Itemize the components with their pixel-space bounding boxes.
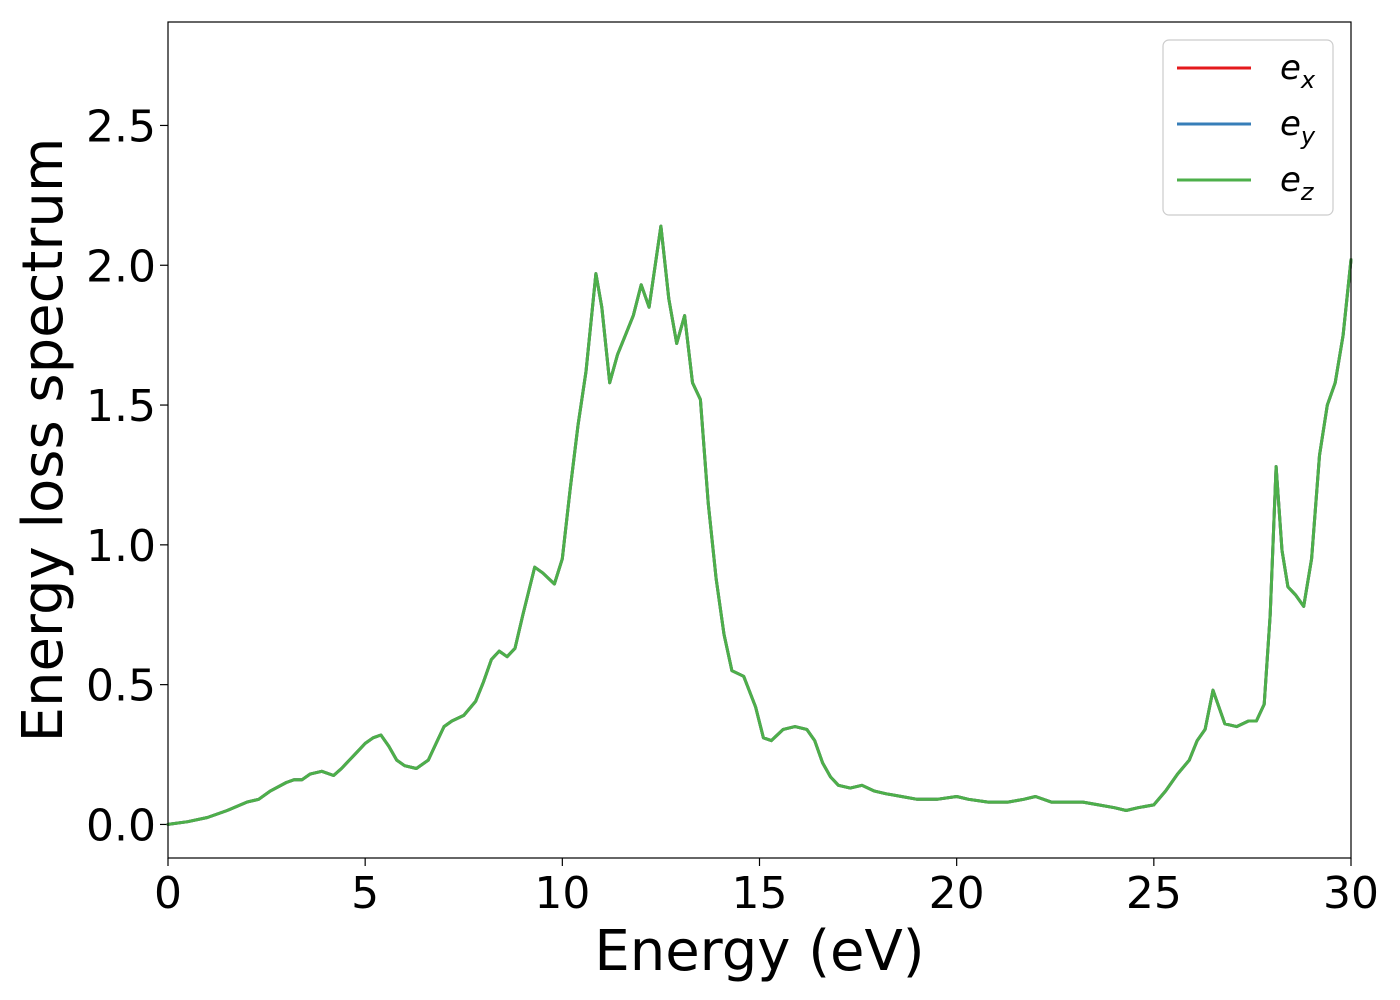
legend-label-base: e — [1280, 160, 1301, 200]
x-tick-label: 20 — [929, 868, 985, 919]
legend-label-subscript: x — [1300, 66, 1316, 94]
legend-label-subscript: y — [1300, 122, 1316, 150]
y-tick-label: 0.0 — [86, 800, 156, 851]
series-line-ex — [166, 224, 1353, 826]
x-tick-label: 30 — [1323, 868, 1379, 919]
series-line-ez — [166, 224, 1353, 826]
y-axis-title: Energy loss spectrum — [11, 138, 76, 743]
legend-box — [1162, 39, 1334, 216]
legend-label-subscript: z — [1300, 178, 1315, 206]
y-axis-ticks: 0.0 0.5 1.0 1.5 2.0 2.5 — [86, 101, 168, 851]
y-tick-label: 1.5 — [86, 381, 156, 432]
x-tick-label: 15 — [732, 868, 788, 919]
series-line-ey — [166, 224, 1353, 826]
x-tick-label: 10 — [534, 868, 590, 919]
plot-frame — [167, 21, 1352, 859]
y-tick-label: 0.5 — [86, 661, 156, 712]
legend-label-y: ey — [1280, 104, 1316, 150]
x-tick-label: 25 — [1126, 868, 1182, 919]
legend-label-base: e — [1280, 104, 1301, 144]
y-tick-label: 1.0 — [86, 521, 156, 572]
series-layer — [166, 224, 1353, 826]
y-tick-label: 2.0 — [86, 241, 156, 292]
x-axis-ticks: 0 5 10 15 20 25 30 — [154, 858, 1379, 919]
y-tick-label: 2.5 — [86, 101, 156, 152]
legend-label-z: ez — [1280, 160, 1315, 206]
x-tick-label: 5 — [351, 868, 379, 919]
x-axis-title: Energy (eV) — [594, 919, 924, 984]
x-tick-label: 0 — [154, 868, 182, 919]
legend-label-x: ex — [1280, 48, 1316, 94]
legend-label-base: e — [1280, 48, 1301, 88]
